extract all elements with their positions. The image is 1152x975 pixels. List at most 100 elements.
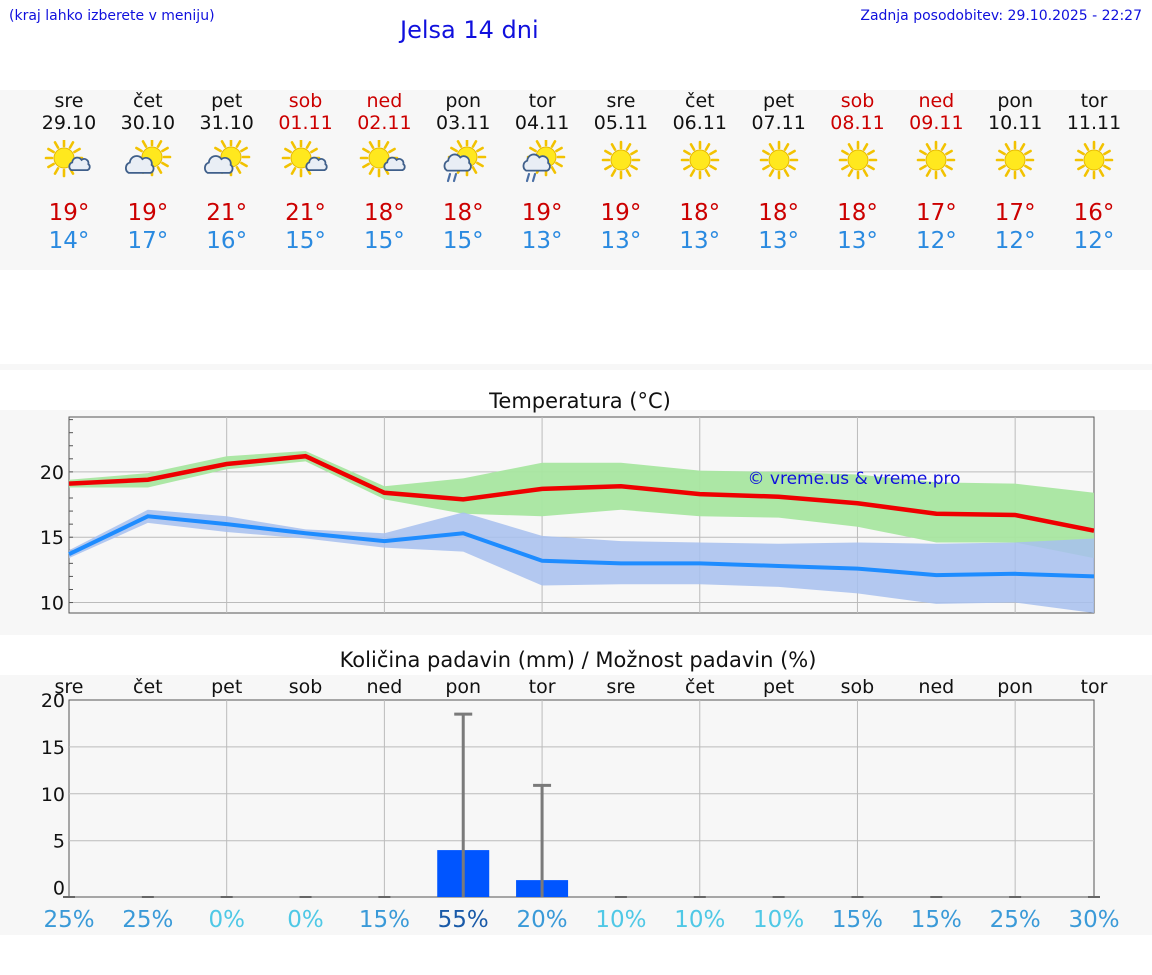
day-name: sre bbox=[54, 90, 84, 112]
sun-rain-icon bbox=[522, 140, 566, 183]
precip-y-tick-label: 5 bbox=[53, 831, 65, 853]
day-column: ned 09.11 17° 12° bbox=[896, 90, 976, 270]
precip-probability-label: 15% bbox=[911, 907, 962, 933]
max-temp: 17° bbox=[915, 200, 957, 226]
precip-x-tick-label: sre bbox=[55, 676, 84, 698]
precip-x-tick-label: čet bbox=[685, 676, 715, 698]
day-date: 29.10 bbox=[41, 112, 97, 134]
max-temp: 17° bbox=[994, 200, 1036, 226]
precip-probability-label: 10% bbox=[753, 907, 804, 933]
sun-cloud-icon bbox=[281, 140, 328, 178]
precip-x-tick-label: pet bbox=[763, 676, 794, 698]
precip-probability-label: 55% bbox=[438, 907, 489, 933]
min-temp: 13° bbox=[600, 228, 642, 254]
max-temp: 16° bbox=[1073, 200, 1115, 226]
precip-probability-label: 10% bbox=[674, 907, 725, 933]
max-temp: 19° bbox=[127, 200, 169, 226]
min-temp: 16° bbox=[206, 228, 248, 254]
day-date: 02.11 bbox=[357, 112, 412, 134]
sun-icon bbox=[917, 140, 956, 180]
sun-rain-icon bbox=[443, 140, 487, 183]
precip-x-tick-label: pon bbox=[445, 676, 481, 698]
day-name: tor bbox=[528, 90, 556, 112]
temp-y-tick-label: 15 bbox=[40, 527, 64, 549]
precip-probability-label: 15% bbox=[832, 907, 883, 933]
sun-icon bbox=[995, 140, 1035, 180]
day-column: pet 31.10 21° 16° bbox=[187, 90, 267, 270]
min-temp: 15° bbox=[442, 228, 484, 254]
precip-x-tick-label: čet bbox=[133, 676, 163, 698]
precip-probability-label: 10% bbox=[595, 907, 646, 933]
day-column: sob 08.11 18° 13° bbox=[818, 90, 898, 270]
min-temp: 13° bbox=[837, 228, 878, 254]
day-name: čet bbox=[133, 90, 163, 112]
max-temp: 18° bbox=[442, 200, 484, 226]
sun-cloud-icon bbox=[44, 140, 91, 178]
day-date: 31.10 bbox=[199, 112, 254, 134]
max-temp: 18° bbox=[679, 200, 721, 226]
temp-y-tick-label: 20 bbox=[40, 462, 64, 484]
day-date: 03.11 bbox=[436, 112, 491, 134]
day-column: čet 30.10 19° 17° bbox=[108, 90, 188, 270]
day-name: pon bbox=[445, 90, 482, 112]
precip-x-tick-label: pon bbox=[997, 676, 1033, 698]
min-temp: 13° bbox=[679, 228, 721, 254]
sun-cloud-icon bbox=[360, 140, 407, 178]
day-column: pon 03.11 18° 15° bbox=[423, 90, 503, 270]
day-column: tor 11.11 16° 12° bbox=[1054, 90, 1134, 270]
day-name: pet bbox=[211, 90, 243, 112]
precip-x-tick-label: sob bbox=[289, 676, 323, 698]
precip-x-tick-label: sob bbox=[841, 676, 875, 698]
forecast-band: sre 29.10 19° 14° čet 30.10 19° 17° pet 31.10 21° 1… bbox=[0, 90, 1152, 270]
day-name: tor bbox=[1080, 90, 1108, 112]
day-date: 11.11 bbox=[1066, 112, 1122, 134]
min-temp-line bbox=[68, 514, 1095, 579]
last-update: Zadnja posodobitev: 29.10.2025 - 22:27 bbox=[860, 8, 1142, 24]
day-column: sre 29.10 19° 14° bbox=[29, 90, 109, 270]
day-name: ned bbox=[366, 90, 403, 112]
precip-x-tick-label: pet bbox=[211, 676, 242, 698]
day-name: ned bbox=[918, 90, 955, 112]
day-column: čet 06.11 18° 13° bbox=[660, 90, 740, 270]
day-date: 08.11 bbox=[830, 112, 885, 134]
day-column: ned 02.11 18° 15° bbox=[344, 90, 424, 270]
max-temp: 19° bbox=[48, 200, 90, 226]
precipitation-chart: Količina padavin (mm) / Možnost padavin … bbox=[41, 648, 1120, 933]
precip-probability-label: 30% bbox=[1068, 907, 1119, 933]
max-temp: 19° bbox=[521, 200, 563, 226]
cloud-sun-icon bbox=[124, 140, 172, 177]
min-temp: 12° bbox=[1073, 228, 1115, 254]
day-date: 06.11 bbox=[672, 112, 727, 134]
sun-icon bbox=[680, 140, 720, 180]
precip-x-tick-label: tor bbox=[1081, 676, 1108, 698]
location-hint[interactable]: (kraj lahko izberete v meniju) bbox=[9, 8, 215, 24]
sun-icon bbox=[1074, 140, 1114, 180]
temperature-chart: Temperatura (°C) 10 15 20 © vreme.us & vreme… bbox=[40, 389, 1095, 615]
precip-probability-label: 0% bbox=[208, 907, 245, 933]
sun-icon bbox=[838, 140, 877, 180]
separator-band bbox=[0, 364, 1152, 370]
day-name: sob bbox=[288, 90, 323, 112]
day-name: pon bbox=[997, 90, 1034, 112]
precip-x-tick-label: tor bbox=[529, 676, 556, 698]
precip-probability-label: 25% bbox=[122, 907, 173, 933]
precip-plot-area bbox=[68, 699, 1095, 898]
sun-icon bbox=[759, 140, 798, 180]
day-column: sob 01.11 21° 15° bbox=[266, 90, 346, 270]
day-date: 10.11 bbox=[987, 112, 1043, 134]
watermark-text: © vreme.us & vreme.pro bbox=[747, 469, 960, 489]
max-temp: 21° bbox=[285, 200, 326, 226]
precip-chart-title: Količina padavin (mm) / Možnost padavin … bbox=[340, 648, 817, 672]
precip-probability-label: 25% bbox=[990, 907, 1041, 933]
min-temp: 12° bbox=[915, 228, 957, 254]
day-date: 01.11 bbox=[278, 112, 333, 134]
precip-probability-label: 0% bbox=[287, 907, 324, 933]
precip-probability-label: 20% bbox=[517, 907, 568, 933]
min-temp: 14° bbox=[48, 228, 90, 254]
precip-x-tick-label: ned bbox=[918, 676, 954, 698]
max-temp-range-band bbox=[69, 450, 1094, 559]
day-column: sre 05.11 19° 13° bbox=[581, 90, 661, 270]
min-temp: 13° bbox=[521, 228, 563, 254]
min-temp: 17° bbox=[127, 228, 169, 254]
day-date: 07.11 bbox=[751, 112, 806, 134]
